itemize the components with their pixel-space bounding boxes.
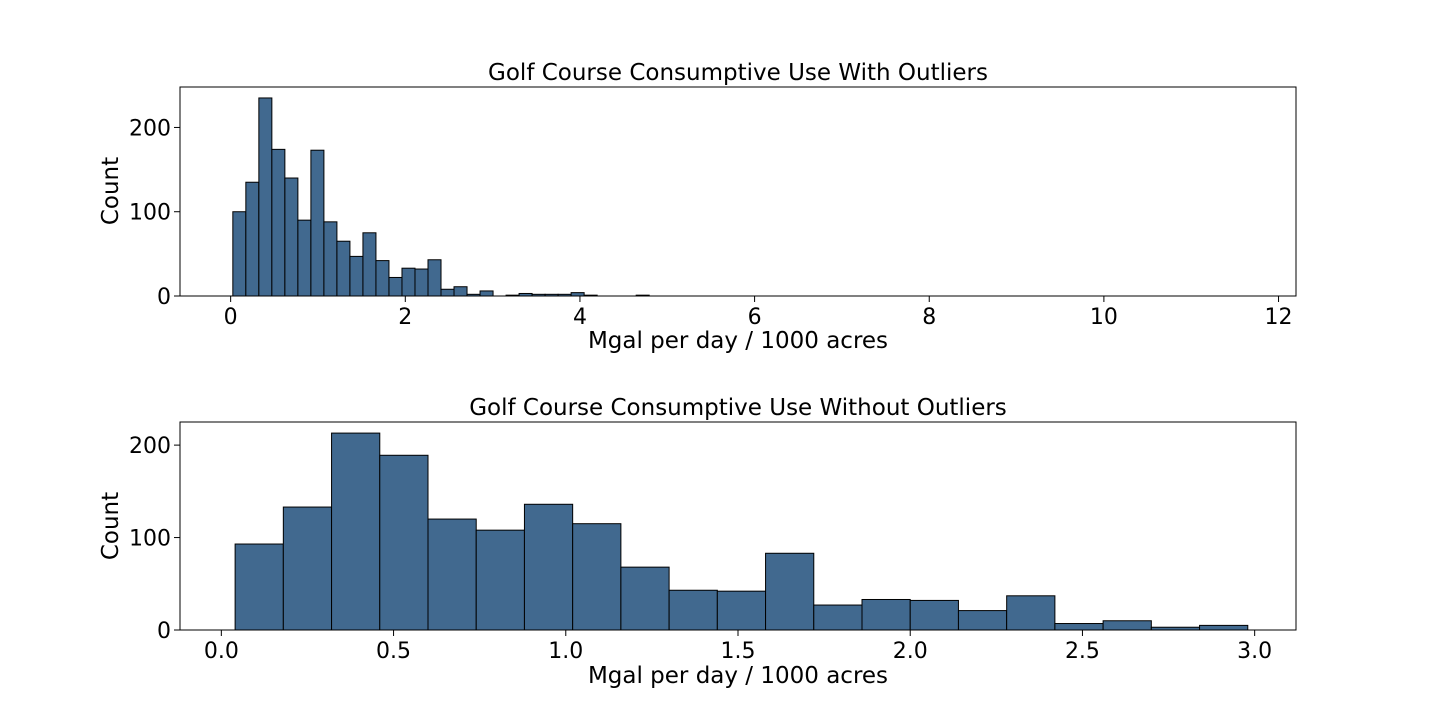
histogram-bar <box>1006 595 1056 631</box>
histogram-bar <box>297 219 312 297</box>
histogram-bar <box>379 454 429 631</box>
histogram-bar <box>349 255 364 297</box>
histogram-bar <box>909 599 959 631</box>
y-tick-label: 0 <box>157 285 171 310</box>
x-tick-label: 0.0 <box>204 639 239 664</box>
x-tick-label: 0.5 <box>376 639 411 664</box>
histogram-bar <box>282 506 333 631</box>
histogram-bar <box>1199 624 1249 631</box>
x-tick-label: 2.0 <box>893 639 928 664</box>
y-tick-label: 100 <box>129 201 171 226</box>
histogram-bar <box>414 268 429 297</box>
x-axis-label: Mgal per day / 1000 acres <box>588 328 888 354</box>
histogram-bar <box>375 260 390 297</box>
histogram-bar <box>716 590 767 631</box>
histogram-bar <box>523 503 574 631</box>
histogram-bar <box>323 221 338 297</box>
x-axis-ticks: 0.0 0.5 1.0 1.5 2.0 2.5 3.0 <box>204 630 1272 664</box>
histogram-bar <box>440 288 455 297</box>
histogram-bar <box>401 267 416 297</box>
y-tick-label: 100 <box>129 527 171 552</box>
histogram-bar <box>861 598 911 631</box>
histogram-bar <box>234 543 284 631</box>
histogram-bar <box>331 432 381 631</box>
histogram-bar <box>1054 623 1104 631</box>
histogram-bar <box>479 290 494 297</box>
histogram-bar <box>388 276 403 297</box>
plot-frame <box>179 86 1297 297</box>
histogram-bar <box>572 523 622 631</box>
x-tick-label: 8 <box>922 305 936 330</box>
histogram-bar <box>271 148 286 297</box>
x-tick-label: 4 <box>573 305 587 330</box>
histogram-without-outliers: Golf Course Consumptive Use Without Outl… <box>98 395 1297 689</box>
x-tick-label: 10 <box>1090 305 1118 330</box>
y-axis-ticks: 0 100 200 <box>129 434 180 644</box>
histogram-bar <box>336 240 351 297</box>
histogram-bar <box>957 610 1008 631</box>
y-tick-label: 200 <box>129 434 171 459</box>
y-tick-label: 200 <box>129 116 171 141</box>
y-axis-ticks: 0 100 200 <box>129 116 180 310</box>
histogram-bar <box>427 518 477 631</box>
histogram-bar <box>310 149 325 297</box>
x-tick-label: 1.0 <box>548 639 583 664</box>
histogram-bar <box>620 566 670 631</box>
chart-title: Golf Course Consumptive Use With Outlier… <box>488 60 988 86</box>
histogram-bar <box>245 181 260 297</box>
histogram-bar <box>765 552 815 631</box>
histogram-with-outliers: Golf Course Consumptive Use With Outlier… <box>98 60 1297 354</box>
x-tick-label: 2.5 <box>1065 639 1100 664</box>
y-axis-label: Count <box>98 157 124 225</box>
histogram-bar <box>570 292 585 297</box>
histogram-bar <box>453 286 468 297</box>
x-tick-label: 2 <box>398 305 412 330</box>
histogram-bar <box>284 177 299 297</box>
chart-title: Golf Course Consumptive Use Without Outl… <box>469 395 1007 421</box>
histogram-bar <box>232 211 247 297</box>
histogram-bar <box>475 529 525 631</box>
y-axis-label: Count <box>98 492 124 560</box>
x-tick-label: 3.0 <box>1237 639 1272 664</box>
x-axis-ticks: 0 2 4 6 8 10 12 <box>224 296 1293 330</box>
histogram-bar <box>813 604 863 631</box>
histogram-bar <box>427 259 442 297</box>
bars <box>234 432 1249 631</box>
x-axis-label: Mgal per day / 1000 acres <box>588 663 888 689</box>
bars <box>232 97 650 297</box>
x-tick-label: 1.5 <box>721 639 756 664</box>
histogram-bar <box>362 232 377 297</box>
histogram-bar <box>1102 620 1152 631</box>
x-tick-label: 12 <box>1265 305 1293 330</box>
histogram-bar <box>668 589 718 631</box>
y-tick-label: 0 <box>157 619 171 644</box>
histogram-bar <box>258 97 273 297</box>
x-tick-label: 6 <box>748 305 762 330</box>
x-tick-label: 0 <box>224 305 238 330</box>
